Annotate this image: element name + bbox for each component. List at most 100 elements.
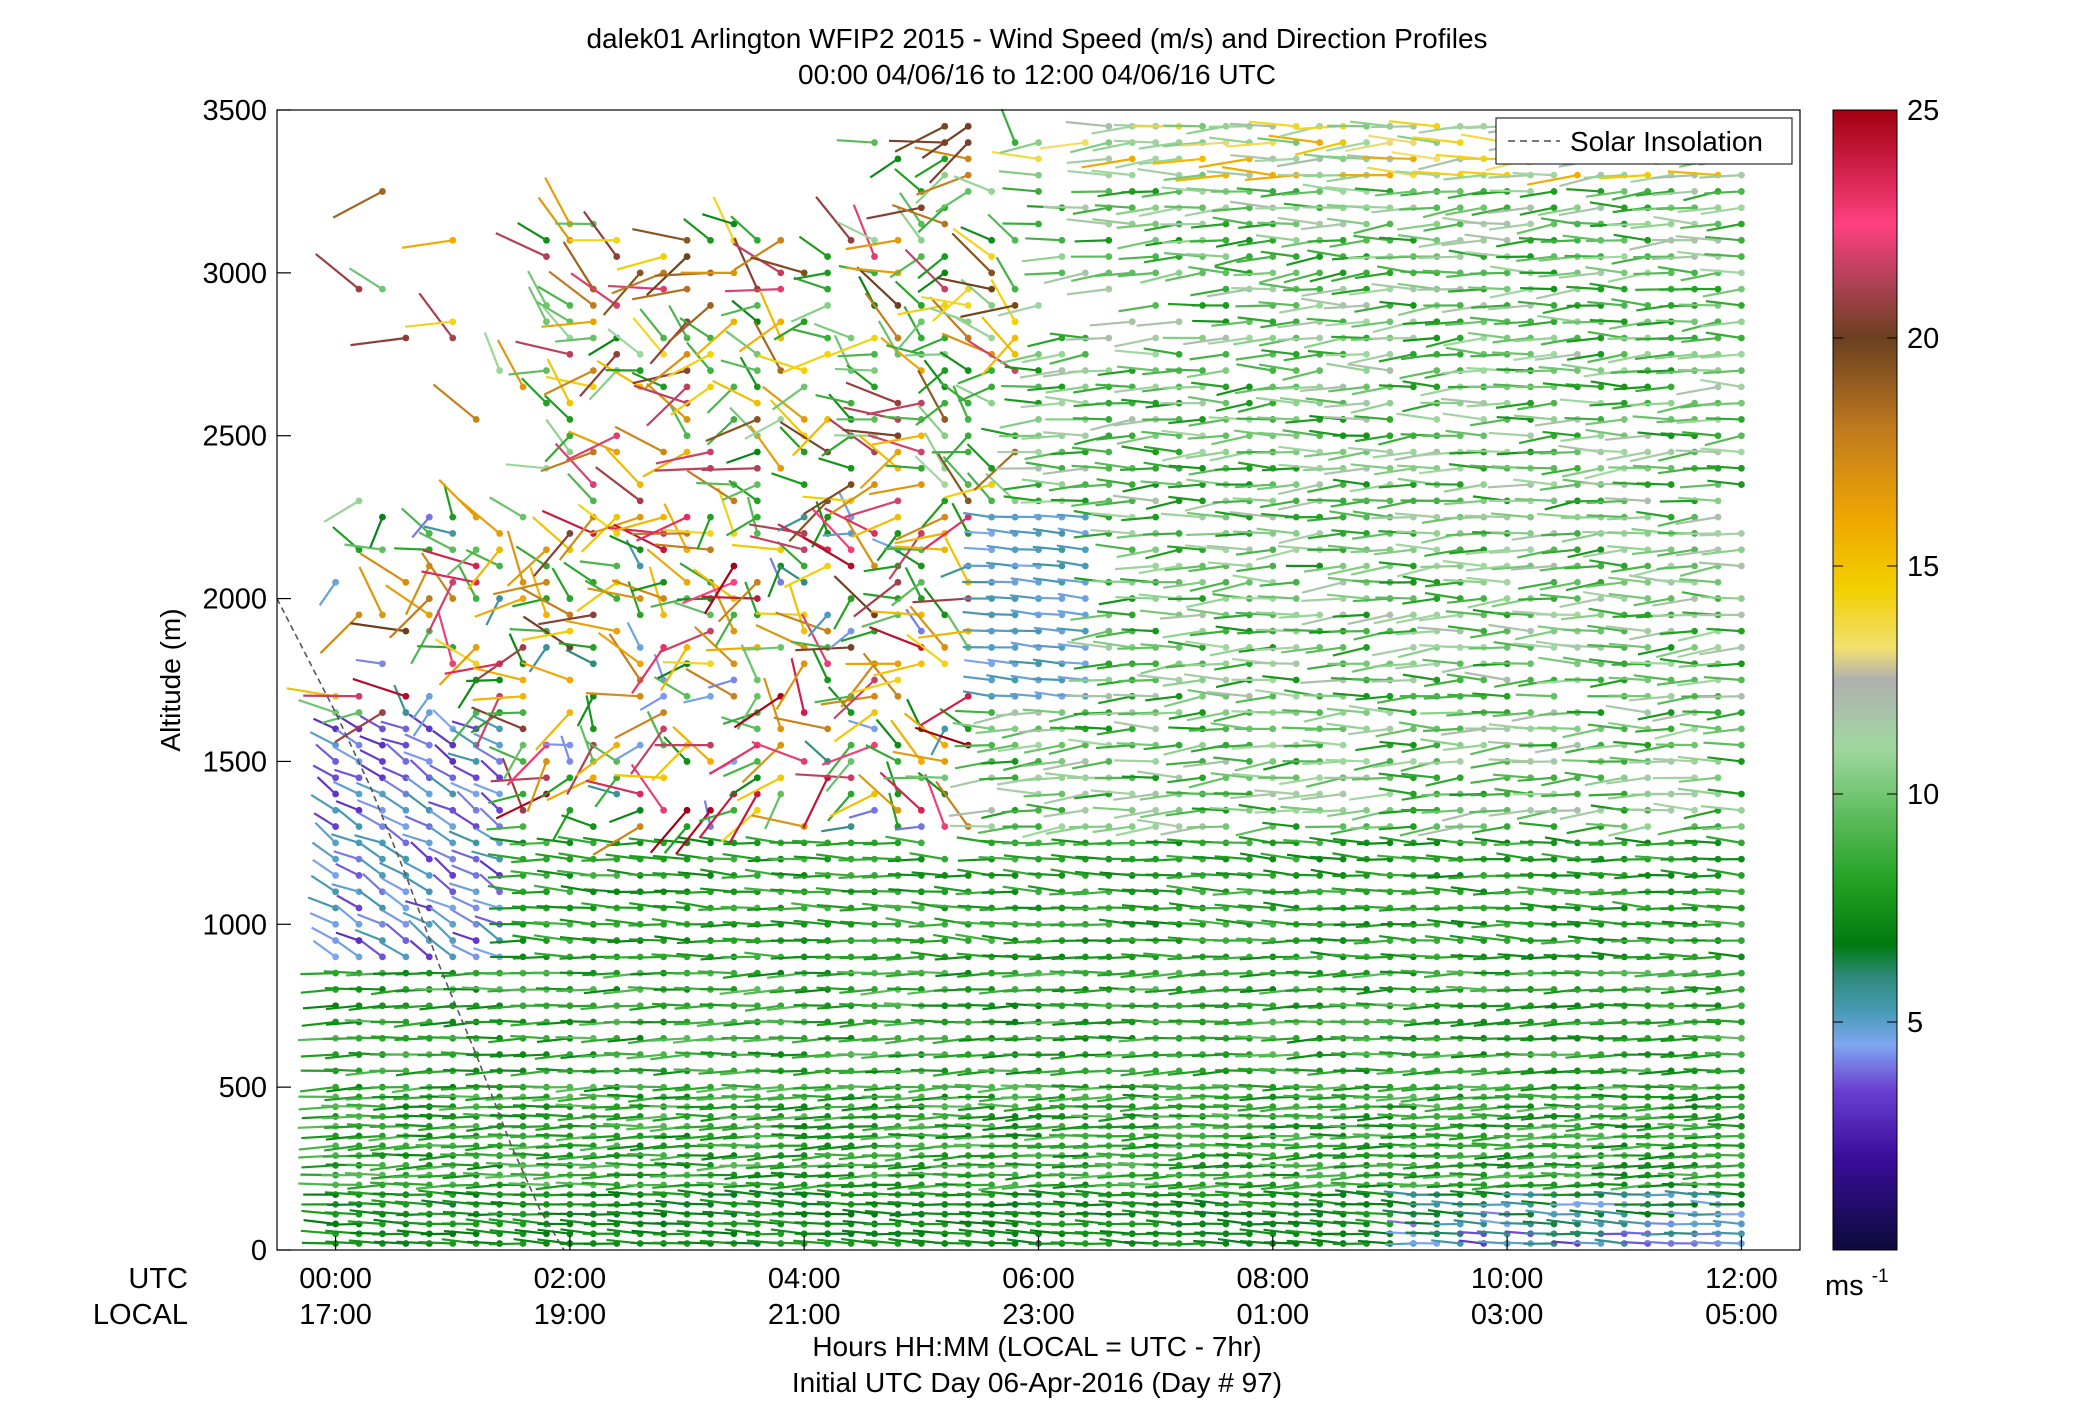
wind-barb-shaft — [536, 1037, 571, 1044]
wind-barb-dot — [636, 692, 644, 700]
wind-barb-shaft — [954, 1083, 992, 1089]
wind-barb-dot — [1011, 676, 1019, 684]
wind-barb-dot — [988, 269, 996, 277]
wind-barb-shaft — [511, 858, 547, 864]
wind-barb-shaft — [560, 885, 594, 893]
wind-barb-dot — [683, 285, 691, 293]
wind-barb-shaft — [1115, 596, 1156, 600]
wind-barb-shaft — [981, 1134, 1016, 1138]
wind-barb-dot — [1105, 676, 1113, 684]
wind-barb-shaft — [701, 213, 735, 226]
wind-barb-dot — [730, 220, 738, 228]
wind-barb-shaft — [985, 595, 1016, 600]
wind-barb-shaft — [301, 1134, 336, 1140]
wind-barb-shaft — [722, 760, 758, 778]
wind-barb-shaft — [1098, 1125, 1133, 1129]
wind-barb-shaft — [627, 1152, 664, 1157]
wind-barb-shaft — [1213, 972, 1250, 976]
wind-barb-shaft — [1137, 674, 1180, 682]
wind-barb-shaft — [1235, 304, 1273, 308]
wind-barb-dot — [660, 334, 668, 342]
wind-barb-dot — [894, 334, 902, 342]
wind-barb-dot — [543, 367, 550, 374]
wind-barb-shaft — [928, 141, 970, 184]
wind-barb-shaft — [813, 322, 852, 340]
wind-barb-dot — [753, 497, 761, 505]
wind-barb-shaft — [769, 988, 805, 994]
wind-barb-shaft — [381, 766, 407, 779]
wind-barb-shaft — [744, 1004, 781, 1012]
wind-barb-shaft — [1254, 809, 1297, 814]
wind-barb-dot — [402, 1161, 410, 1169]
wind-barb-dot — [1292, 367, 1300, 374]
wind-barb-shaft — [639, 695, 665, 711]
wind-barb-shaft — [1121, 953, 1156, 958]
wind-barb-shaft — [332, 190, 383, 219]
wind-barb-dot — [1199, 774, 1206, 782]
wind-barb-shaft — [1071, 1173, 1109, 1180]
wind-barb-shaft — [675, 1112, 711, 1118]
wind-barb-dot — [800, 1181, 808, 1189]
wind-barb-shaft — [1214, 1203, 1250, 1207]
wind-barb-dot — [824, 285, 832, 293]
wind-barb-shaft — [654, 889, 688, 893]
wind-barb-dot — [449, 578, 457, 586]
wind-barb-shaft — [1162, 385, 1203, 390]
wind-barb-shaft — [1236, 564, 1273, 573]
wind-barb-dot — [1058, 709, 1066, 716]
wind-barb-shaft — [423, 525, 453, 535]
wind-barb-shaft — [323, 970, 360, 975]
wind-barb-shaft — [905, 775, 945, 779]
wind-barb-shaft — [701, 1230, 734, 1235]
wind-barb-shaft — [605, 918, 641, 926]
wind-barb-dot — [566, 627, 574, 635]
wind-barb-dot — [566, 595, 574, 602]
wind-barb-shaft — [1238, 222, 1273, 230]
wind-barb-shaft — [451, 895, 477, 909]
wind-barb-shaft — [934, 955, 969, 961]
wind-barb-shaft — [1027, 1105, 1063, 1112]
wind-barb-shaft — [675, 890, 711, 895]
wind-barb-shaft — [1073, 970, 1109, 975]
wind-barb-shaft — [1004, 365, 1039, 372]
wind-barb-shaft — [402, 833, 430, 844]
wind-barb-dot — [379, 1220, 386, 1228]
wind-barb-shaft — [644, 353, 688, 390]
wind-barb-shaft — [354, 928, 383, 942]
wind-barb-dot — [683, 1191, 691, 1199]
wind-barb-shaft — [917, 369, 946, 420]
wind-barb-shaft — [604, 447, 641, 486]
wind-barb-shaft — [1002, 222, 1039, 226]
wind-barb-dot — [1175, 318, 1183, 326]
wind-barb-shaft — [837, 1084, 875, 1089]
wind-barb-dot — [332, 823, 339, 830]
wind-barb-shaft — [1027, 385, 1063, 392]
wind-barb-shaft — [532, 1095, 570, 1102]
wind-barb-dot — [332, 953, 339, 961]
wind-barb-shaft — [1263, 1241, 1297, 1245]
wind-barb-shaft — [1070, 1114, 1109, 1118]
wind-barb-dot — [1152, 155, 1160, 163]
wind-barb-shaft — [837, 353, 875, 358]
wind-barb-shaft — [359, 749, 383, 763]
wind-barb-shaft — [750, 256, 805, 274]
wind-barb-dot — [964, 122, 972, 130]
wind-barb-shaft — [766, 1004, 805, 1011]
wind-barb-shaft — [952, 227, 993, 258]
wind-barb-shaft — [803, 483, 852, 515]
wind-barb-shaft — [344, 1172, 383, 1177]
wind-barb-shaft — [1009, 629, 1039, 633]
wind-barb-dot — [730, 855, 738, 863]
wind-barb-dot — [425, 953, 433, 961]
wind-barb-shaft — [326, 1222, 360, 1226]
wind-barb-shaft — [944, 483, 992, 499]
wind-barb-shaft — [1259, 581, 1297, 587]
wind-barb-shaft — [570, 272, 618, 307]
wind-barb-shaft — [558, 852, 594, 861]
wind-barb-shaft — [558, 642, 594, 649]
wind-barb-shaft — [579, 1144, 617, 1152]
wind-barb-dot — [379, 823, 386, 830]
wind-barb-shaft — [863, 1164, 898, 1169]
wind-barb-dot — [988, 399, 996, 407]
wind-barb-dot — [730, 692, 738, 700]
